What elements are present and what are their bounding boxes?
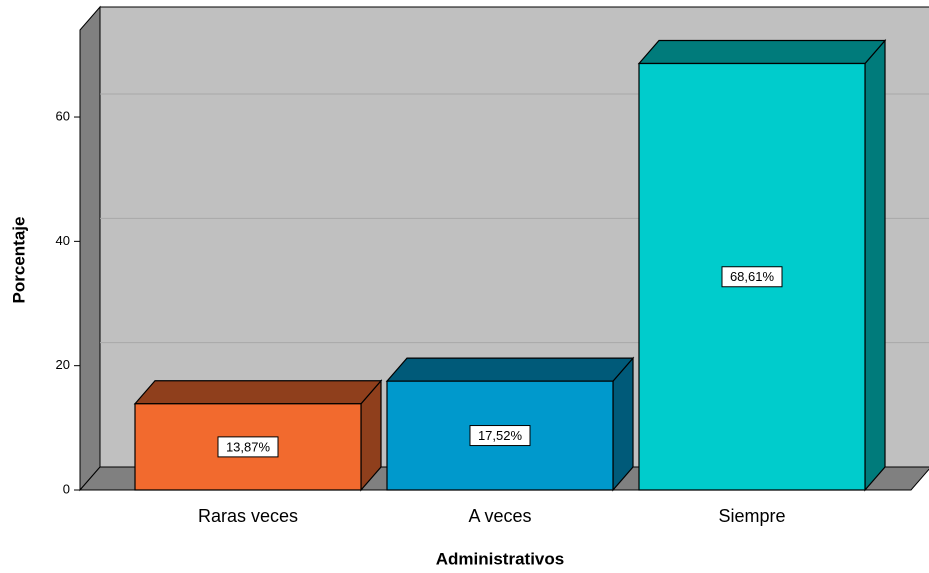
y-tick-label: 0 bbox=[63, 481, 70, 496]
bar-top bbox=[637, 39, 887, 65]
value-label: 17,52% bbox=[478, 428, 523, 443]
value-label-box bbox=[469, 425, 531, 447]
left-wall bbox=[79, 5, 101, 492]
y-tick-label: 60 bbox=[56, 108, 70, 123]
y-tick-label: 40 bbox=[56, 233, 70, 248]
y-tick-label: 20 bbox=[56, 357, 70, 372]
bar-top bbox=[133, 380, 383, 405]
bar bbox=[637, 38, 887, 492]
bar bbox=[133, 379, 383, 492]
bar bbox=[385, 356, 635, 492]
x-axis-title: Administrativos bbox=[436, 549, 564, 568]
value-label: 13,87% bbox=[226, 439, 271, 454]
value-label-box bbox=[721, 266, 783, 288]
value-label-box bbox=[217, 436, 279, 458]
bar-top bbox=[385, 357, 635, 382]
x-tick-label: Siempre bbox=[718, 506, 785, 526]
x-tick-label: Raras veces bbox=[198, 506, 298, 526]
y-axis-title: Porcentaje bbox=[9, 217, 28, 304]
bar-side bbox=[864, 38, 886, 492]
x-tick-label: A veces bbox=[468, 506, 531, 526]
value-label: 68,61% bbox=[730, 269, 775, 284]
